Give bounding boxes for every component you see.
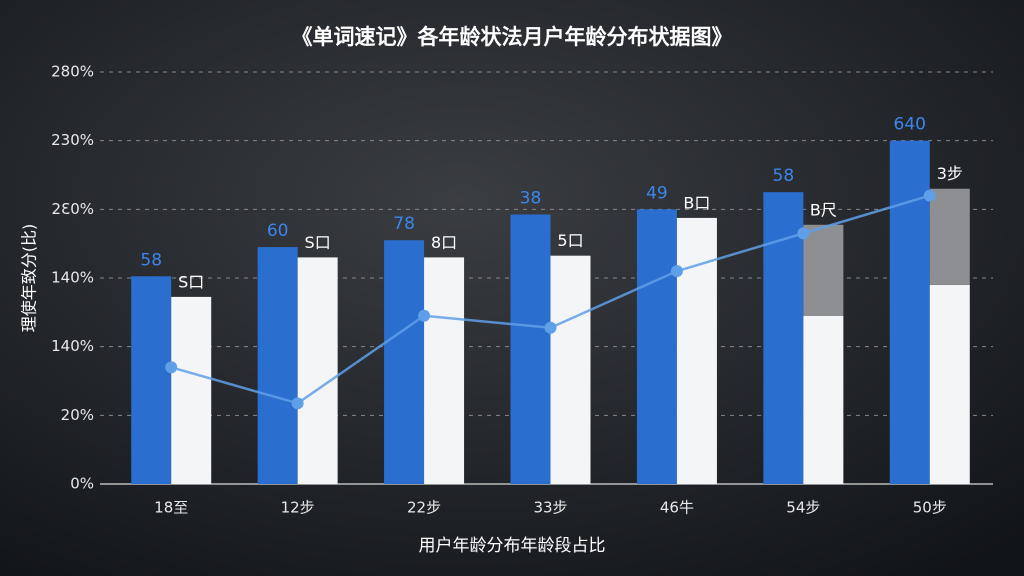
- bar: [424, 257, 465, 484]
- bar: [297, 257, 338, 484]
- line-point: [797, 227, 810, 240]
- bar: [510, 214, 551, 484]
- y-tick-label: 140%: [51, 269, 94, 287]
- bar-label: 5口: [557, 231, 583, 250]
- bar-label: B尺: [810, 200, 837, 219]
- bar-label: 8口: [431, 233, 457, 252]
- bar: [929, 284, 970, 484]
- bar-label: 58: [140, 250, 162, 270]
- x-tick-label: 12步: [281, 499, 315, 517]
- bar-label: 60: [267, 221, 289, 241]
- line-point: [165, 361, 178, 374]
- bar: [889, 140, 930, 484]
- y-tick-label: 280%: [51, 63, 94, 81]
- bar-label: 58: [773, 166, 795, 186]
- y-axis-label: 理使年致分(比): [20, 224, 39, 333]
- x-tick-label: 18至: [154, 499, 188, 517]
- x-tick-label: 33步: [533, 499, 567, 517]
- bar: [803, 315, 844, 484]
- bar-label: B口: [683, 193, 710, 212]
- y-tick-label: 2Ɛ0%: [51, 200, 94, 218]
- bar: [257, 247, 298, 484]
- x-tick-label: 50步: [913, 499, 947, 517]
- bar-label: 38: [520, 188, 542, 208]
- bar: [929, 188, 970, 285]
- bar: [131, 276, 172, 484]
- bar: [763, 192, 804, 484]
- bar-label: 3步: [937, 164, 963, 183]
- line-point: [670, 265, 683, 278]
- y-tick-label: 0%: [70, 475, 94, 493]
- y-tick-label: 20%: [61, 406, 94, 424]
- x-tick-label: 22步: [407, 499, 441, 517]
- bar: [550, 255, 591, 484]
- bar-label: 640: [894, 115, 926, 135]
- bar-label: 49: [646, 183, 668, 203]
- x-tick-label: 54步: [786, 499, 820, 517]
- y-tick-label: 140%: [51, 337, 94, 355]
- y-tick-label: 230%: [51, 131, 94, 149]
- bar: [803, 224, 844, 316]
- x-axis-label: 用户年龄分布年龄段占比: [419, 536, 606, 556]
- line-point: [418, 309, 431, 322]
- bar-label: S口: [178, 272, 204, 291]
- line-point: [923, 189, 936, 202]
- x-tick-label: 46牛: [660, 499, 694, 517]
- bar-label: 78: [393, 214, 415, 234]
- line-point: [291, 397, 304, 410]
- bar-label: S口: [305, 233, 331, 252]
- line-point: [544, 321, 557, 334]
- bar: [676, 217, 717, 484]
- chart-title: 《单词速记》各年龄状法月户年龄分布状据图》: [292, 25, 733, 49]
- bar: [384, 240, 425, 484]
- bar: [171, 296, 212, 484]
- bar: [636, 209, 677, 485]
